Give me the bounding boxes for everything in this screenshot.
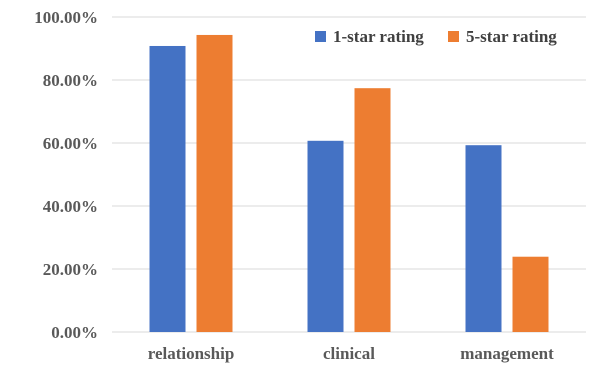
bars xyxy=(149,34,549,332)
y-axis-tick-labels: 0.00% 20.00% 40.00% 60.00% 80.00% 100.00% xyxy=(34,8,98,342)
bar-1-star-rating-relationship xyxy=(149,45,186,332)
legend-label: 1-star rating xyxy=(333,27,424,46)
bar-5-star-rating-management xyxy=(512,256,549,332)
legend-swatch xyxy=(448,31,459,42)
legend-label: 5-star rating xyxy=(466,27,557,46)
bar-5-star-rating-clinical xyxy=(354,88,391,332)
bar-1-star-rating-management xyxy=(465,145,502,332)
x-category-label: management xyxy=(460,344,554,363)
y-tick-label: 100.00% xyxy=(34,8,98,27)
x-category-label: clinical xyxy=(323,344,375,363)
gridlines xyxy=(112,16,586,333)
legend: 1-star rating 5-star rating xyxy=(315,27,557,46)
y-tick-label: 60.00% xyxy=(43,134,98,153)
y-tick-label: 20.00% xyxy=(43,260,98,279)
y-tick-label: 0.00% xyxy=(51,323,98,342)
x-axis-category-labels: relationship clinical management xyxy=(148,344,554,363)
bar-1-star-rating-clinical xyxy=(307,140,344,332)
y-tick-label: 40.00% xyxy=(43,197,98,216)
legend-swatch xyxy=(315,31,326,42)
bar-5-star-rating-relationship xyxy=(196,34,233,332)
x-category-label: relationship xyxy=(148,344,235,363)
y-tick-label: 80.00% xyxy=(43,71,98,90)
